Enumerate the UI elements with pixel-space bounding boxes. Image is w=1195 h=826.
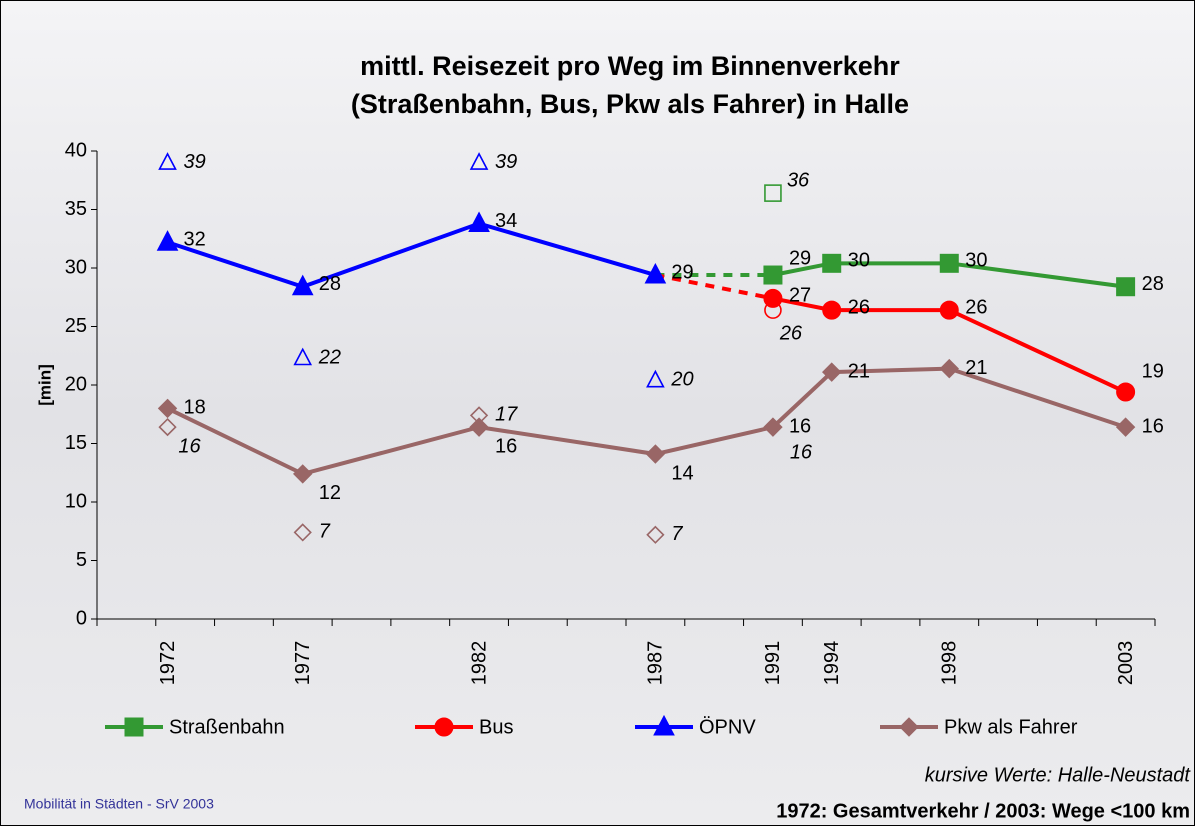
y-tick-label: 25	[65, 315, 87, 337]
data-label: 26	[848, 296, 870, 318]
marker	[823, 254, 841, 272]
data-label: 16	[789, 415, 811, 437]
data-label: 27	[789, 285, 811, 307]
data-label: 32	[184, 229, 206, 251]
footer: Mobilität in Städten - SrV 2003	[24, 796, 214, 812]
neustadt-label: 26	[779, 322, 803, 344]
x-tick-label: 1998	[939, 641, 961, 686]
marker	[823, 301, 841, 319]
data-label: 26	[965, 296, 987, 318]
y-axis-label: [min]	[35, 364, 54, 406]
neustadt-label: 7	[319, 521, 331, 543]
y-tick-label: 35	[65, 198, 87, 220]
marker	[125, 718, 143, 736]
neustadt-label: 22	[318, 346, 341, 368]
chart-subtitle: (Straßenbahn, Bus, Pkw als Fahrer) in Ha…	[351, 89, 909, 119]
data-label: 16	[1142, 415, 1164, 437]
y-tick-label: 30	[65, 256, 87, 278]
neustadt-label: 36	[787, 169, 810, 191]
legend-label: Straßenbahn	[169, 716, 285, 738]
y-tick-label: 0	[76, 607, 87, 629]
data-label: 34	[495, 210, 517, 232]
neustadt-label: 16	[790, 441, 813, 463]
x-tick-label: 1991	[762, 641, 784, 686]
x-tick-label: 2003	[1115, 641, 1137, 686]
data-label: 28	[319, 273, 341, 295]
data-label: 29	[671, 261, 693, 283]
data-label: 28	[1142, 273, 1164, 295]
marker	[1117, 278, 1135, 296]
page: mittl. Reisezeit pro Weg im Binnenverkeh…	[0, 0, 1195, 826]
x-tick-label: 1987	[645, 641, 667, 686]
y-tick-label: 15	[65, 432, 87, 454]
marker	[1117, 383, 1135, 401]
data-label: 12	[319, 482, 341, 504]
chart: mittl. Reisezeit pro Weg im Binnenverkeh…	[0, 0, 1195, 826]
marker	[940, 301, 958, 319]
y-tick-label: 10	[65, 490, 87, 512]
data-label: 18	[184, 397, 206, 419]
data-label: 30	[848, 250, 870, 272]
marker	[764, 289, 782, 307]
marker	[435, 718, 453, 736]
legend-label: Bus	[479, 716, 513, 738]
y-tick-label: 40	[65, 139, 87, 161]
neustadt-label: 7	[671, 523, 683, 545]
chart-title: mittl. Reisezeit pro Weg im Binnenverkeh…	[360, 51, 900, 81]
marker	[940, 254, 958, 272]
note: kursive Werte: Halle-Neustadt	[925, 764, 1192, 786]
neustadt-label: 16	[178, 435, 201, 457]
x-tick-label: 1982	[468, 641, 490, 686]
data-label: 29	[789, 247, 811, 269]
x-tick-label: 1994	[821, 641, 843, 686]
data-label: 21	[965, 357, 987, 379]
marker	[764, 266, 782, 284]
y-tick-label: 20	[65, 373, 87, 395]
legend-label: ÖPNV	[699, 716, 756, 738]
neustadt-label: 39	[495, 151, 517, 173]
legend-label: Pkw als Fahrer	[944, 716, 1078, 738]
neustadt-label: 17	[495, 404, 518, 426]
data-label: 16	[495, 435, 517, 457]
neustadt-label: 39	[184, 151, 206, 173]
data-label: 21	[848, 360, 870, 382]
note: 1972: Gesamtverkehr / 2003: Wege <100 km	[776, 800, 1190, 822]
y-tick-label: 5	[76, 549, 87, 571]
data-label: 30	[965, 250, 987, 272]
x-tick-label: 1977	[292, 641, 314, 686]
x-tick-label: 1972	[157, 641, 179, 686]
neustadt-label: 20	[670, 369, 693, 391]
data-label: 14	[671, 462, 693, 484]
data-label: 19	[1142, 360, 1164, 382]
